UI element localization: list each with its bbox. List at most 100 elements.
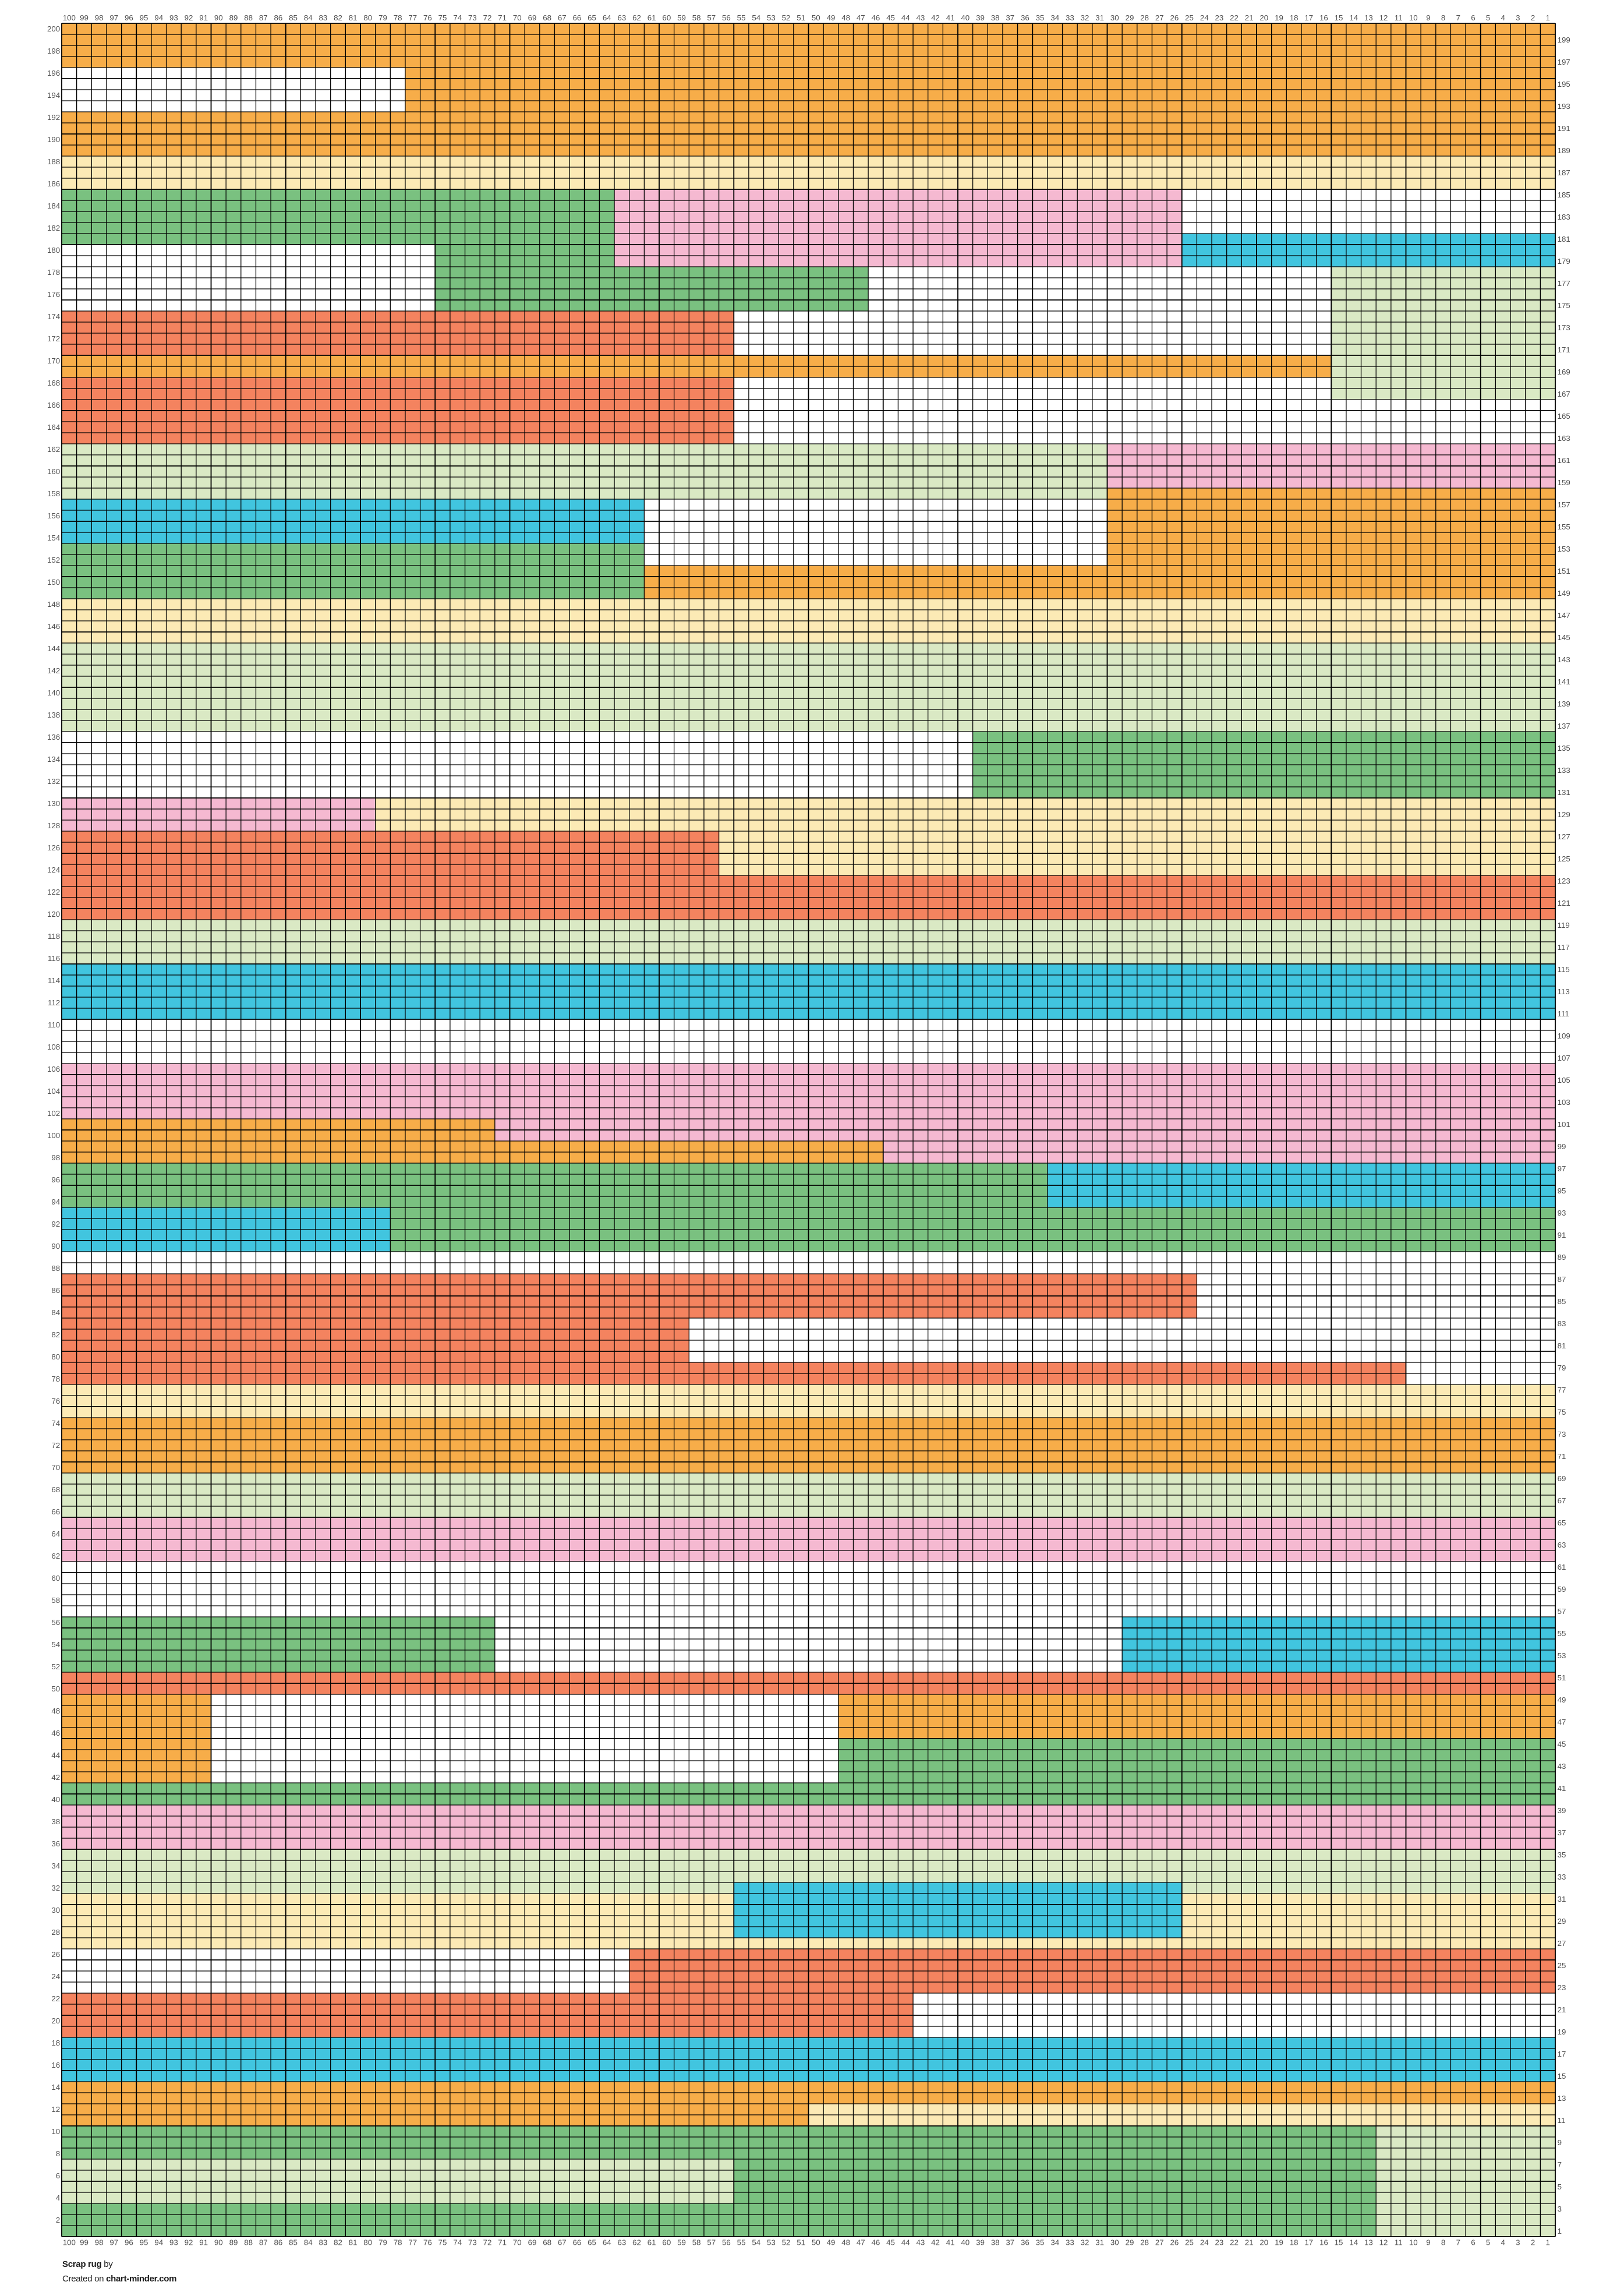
svg-text:23: 23 (1558, 1983, 1566, 1992)
svg-text:129: 129 (1558, 810, 1570, 819)
svg-text:83: 83 (1558, 1319, 1566, 1328)
svg-text:64: 64 (603, 13, 611, 22)
svg-text:98: 98 (51, 1153, 60, 1162)
svg-text:190: 190 (47, 135, 60, 144)
svg-text:68: 68 (543, 13, 551, 22)
svg-text:78: 78 (394, 2238, 402, 2246)
svg-text:7: 7 (1456, 13, 1460, 22)
svg-text:140: 140 (47, 688, 60, 697)
svg-text:47: 47 (1558, 1718, 1566, 1726)
svg-text:44: 44 (901, 2238, 910, 2246)
svg-text:43: 43 (916, 2238, 925, 2246)
svg-text:99: 99 (80, 13, 89, 22)
svg-text:84: 84 (51, 1308, 60, 1317)
svg-text:80: 80 (51, 1352, 60, 1361)
svg-text:162: 162 (47, 445, 60, 454)
svg-text:97: 97 (109, 13, 118, 22)
svg-text:62: 62 (632, 2238, 641, 2246)
svg-text:41: 41 (1558, 1784, 1566, 1793)
svg-text:72: 72 (51, 1441, 60, 1450)
svg-text:86: 86 (51, 1286, 60, 1295)
svg-text:65: 65 (1558, 1518, 1566, 1527)
svg-text:19: 19 (1275, 2238, 1283, 2246)
svg-text:32: 32 (1081, 13, 1089, 22)
svg-text:91: 91 (199, 2238, 208, 2246)
svg-text:89: 89 (1558, 1253, 1566, 1262)
svg-text:85: 85 (289, 13, 298, 22)
svg-text:8: 8 (56, 2149, 60, 2158)
svg-text:194: 194 (47, 91, 60, 100)
svg-text:54: 54 (752, 2238, 760, 2246)
svg-text:59: 59 (677, 13, 686, 22)
svg-text:113: 113 (1558, 987, 1570, 996)
svg-text:178: 178 (47, 268, 60, 277)
svg-text:170: 170 (47, 356, 60, 365)
svg-text:90: 90 (214, 13, 223, 22)
svg-text:16: 16 (51, 2061, 60, 2069)
svg-text:30: 30 (1110, 2238, 1119, 2246)
svg-text:151: 151 (1558, 567, 1570, 575)
svg-text:24: 24 (1200, 13, 1209, 22)
svg-text:164: 164 (47, 423, 60, 432)
svg-text:37: 37 (1006, 13, 1014, 22)
svg-text:17: 17 (1304, 13, 1313, 22)
svg-text:85: 85 (1558, 1297, 1566, 1306)
svg-text:17: 17 (1304, 2238, 1313, 2246)
svg-text:6: 6 (1471, 2238, 1475, 2246)
svg-text:78: 78 (51, 1375, 60, 1383)
svg-text:34: 34 (1050, 13, 1059, 22)
svg-text:82: 82 (334, 2238, 342, 2246)
svg-text:71: 71 (498, 13, 507, 22)
svg-text:26: 26 (1170, 2238, 1179, 2246)
svg-text:69: 69 (1558, 1474, 1566, 1483)
svg-text:139: 139 (1558, 700, 1570, 708)
svg-text:39: 39 (976, 2238, 985, 2246)
svg-text:111: 111 (1558, 1009, 1569, 1018)
svg-text:70: 70 (513, 13, 522, 22)
svg-text:56: 56 (722, 2238, 731, 2246)
svg-text:166: 166 (47, 401, 60, 409)
svg-text:65: 65 (588, 13, 596, 22)
svg-text:155: 155 (1558, 522, 1570, 531)
svg-text:147: 147 (1558, 611, 1570, 620)
svg-text:92: 92 (185, 13, 193, 22)
svg-text:84: 84 (304, 2238, 313, 2246)
svg-text:91: 91 (1558, 1231, 1566, 1239)
svg-text:3: 3 (1558, 2205, 1562, 2213)
svg-text:35: 35 (1558, 1850, 1566, 1859)
svg-text:168: 168 (47, 379, 60, 387)
svg-text:48: 48 (51, 1707, 60, 1715)
svg-text:50: 50 (812, 13, 820, 22)
svg-text:153: 153 (1558, 545, 1570, 553)
svg-text:145: 145 (1558, 633, 1570, 642)
svg-text:88: 88 (244, 13, 253, 22)
svg-text:22: 22 (51, 1994, 60, 2003)
svg-text:73: 73 (468, 2238, 477, 2246)
svg-text:5: 5 (1558, 2182, 1562, 2191)
svg-text:92: 92 (51, 1220, 60, 1228)
svg-text:80: 80 (363, 2238, 372, 2246)
svg-text:109: 109 (1558, 1032, 1570, 1040)
svg-text:75: 75 (438, 13, 447, 22)
svg-text:12: 12 (51, 2105, 60, 2114)
svg-text:100: 100 (63, 2238, 76, 2246)
svg-text:88: 88 (244, 2238, 253, 2246)
svg-text:68: 68 (543, 2238, 551, 2246)
svg-text:47: 47 (857, 13, 865, 22)
svg-text:58: 58 (692, 13, 701, 22)
svg-text:142: 142 (47, 666, 60, 675)
svg-text:154: 154 (47, 534, 60, 542)
svg-text:143: 143 (1558, 655, 1570, 664)
svg-text:8: 8 (1441, 2238, 1445, 2246)
svg-text:31: 31 (1095, 2238, 1104, 2246)
svg-text:119: 119 (1558, 921, 1570, 930)
svg-text:18: 18 (51, 2039, 60, 2047)
svg-text:20: 20 (51, 2016, 60, 2025)
svg-text:62: 62 (51, 1552, 60, 1560)
svg-text:53: 53 (767, 13, 776, 22)
svg-text:95: 95 (140, 13, 148, 22)
svg-text:40: 40 (51, 1795, 60, 1804)
svg-text:99: 99 (1558, 1142, 1566, 1151)
svg-text:127: 127 (1558, 832, 1570, 841)
svg-text:67: 67 (1558, 1496, 1566, 1505)
